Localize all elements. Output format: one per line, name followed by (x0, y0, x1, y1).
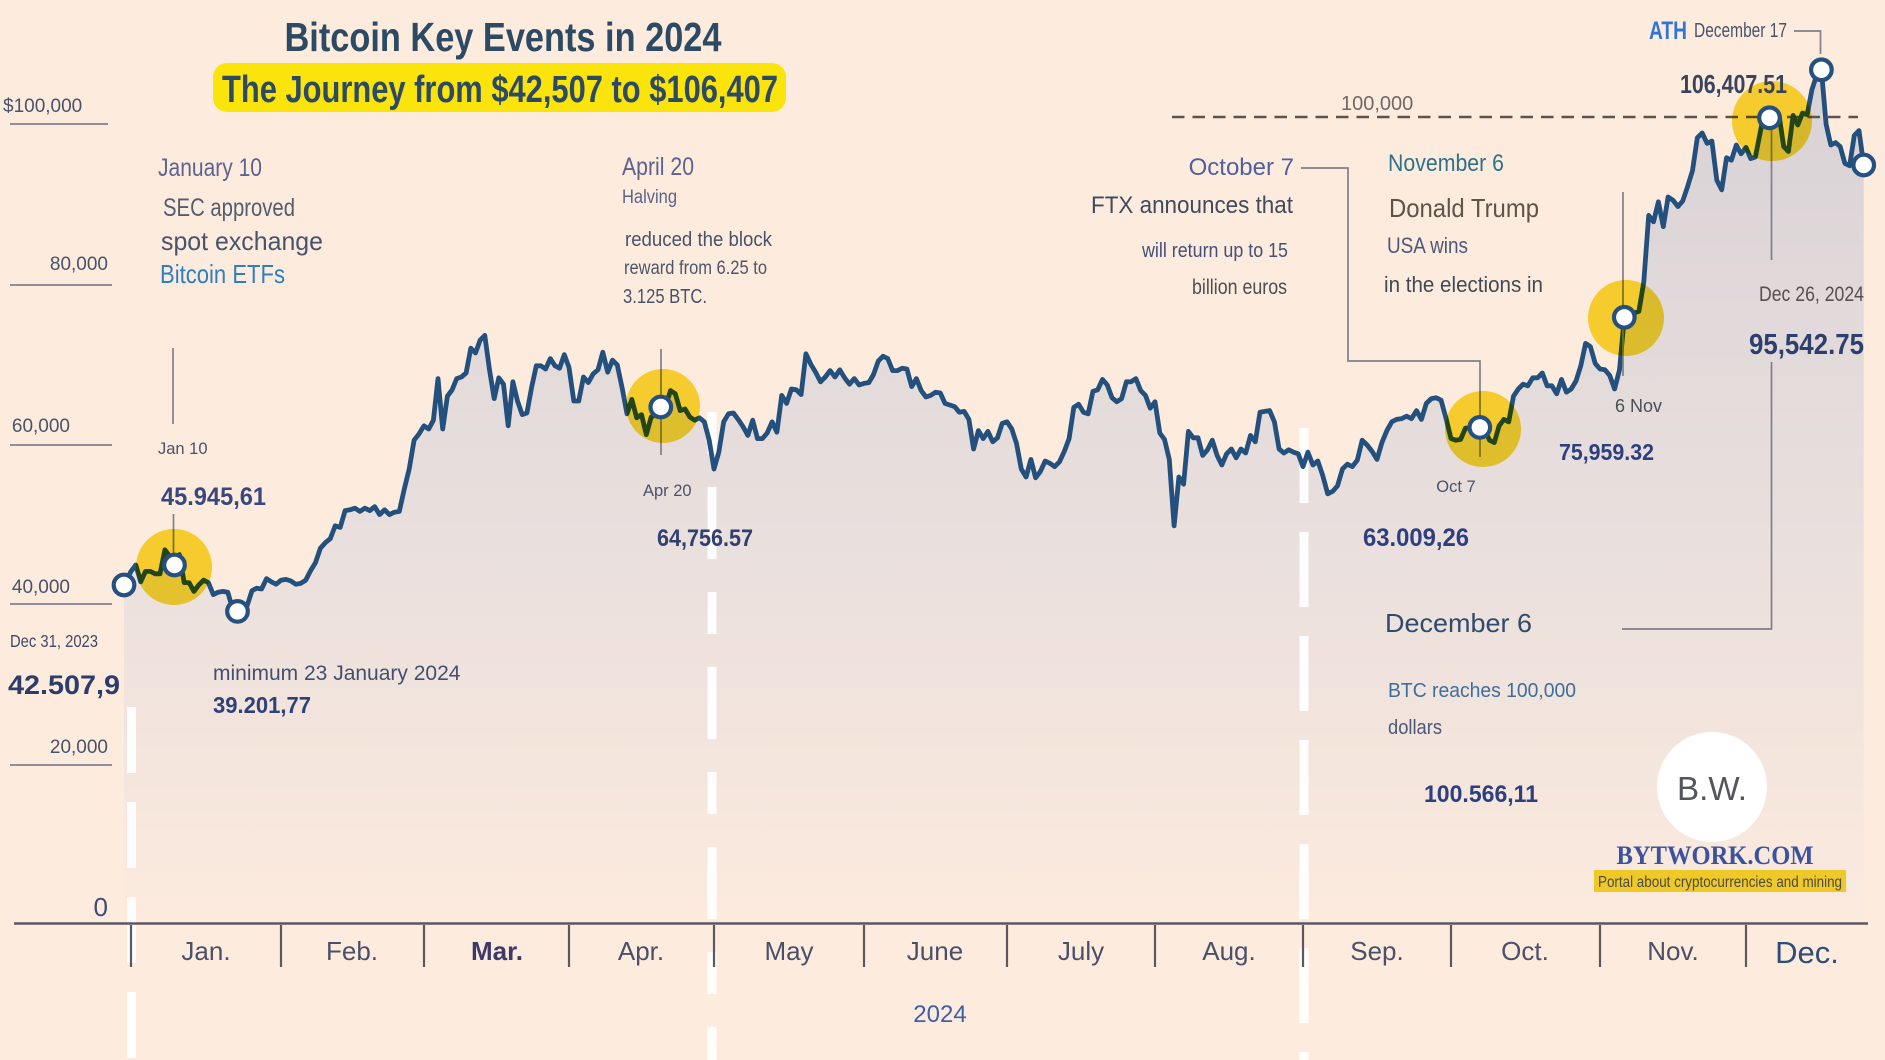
svg-text:Nov.: Nov. (1647, 936, 1699, 966)
svg-text:Dec.: Dec. (1775, 935, 1839, 970)
svg-text:November 6: November 6 (1388, 150, 1504, 177)
svg-text:BYTWORK.COM: BYTWORK.COM (1617, 841, 1814, 870)
svg-text:100,000: 100,000 (1341, 93, 1413, 115)
svg-text:100.566,11: 100.566,11 (1424, 781, 1538, 808)
svg-text:2024: 2024 (913, 1001, 966, 1028)
svg-text:Donald Trump: Donald Trump (1389, 193, 1539, 223)
svg-text:6 Nov: 6 Nov (1615, 396, 1662, 416)
svg-text:December 6: December 6 (1385, 608, 1532, 638)
svg-text:Dec 31, 2023: Dec 31, 2023 (10, 631, 98, 651)
svg-text:75,959.32: 75,959.32 (1559, 439, 1654, 465)
svg-text:0: 0 (94, 892, 108, 922)
svg-text:$100,000: $100,000 (3, 96, 82, 117)
svg-text:39.201,77: 39.201,77 (213, 692, 311, 718)
svg-text:June: June (907, 936, 963, 966)
svg-text:64,756.57: 64,756.57 (657, 525, 753, 552)
svg-text:Bitcoin ETFs: Bitcoin ETFs (160, 259, 285, 289)
svg-text:Bitcoin Key Events in 2024: Bitcoin Key Events in 2024 (285, 14, 722, 60)
svg-text:billion euros: billion euros (1192, 276, 1287, 299)
svg-text:Apr.: Apr. (618, 936, 664, 966)
svg-text:Feb.: Feb. (326, 936, 378, 966)
svg-text:20,000: 20,000 (50, 737, 108, 758)
svg-text:Jan 10: Jan 10 (158, 440, 208, 458)
svg-text:spot exchange: spot exchange (161, 226, 323, 256)
svg-text:April 20: April 20 (622, 153, 694, 181)
svg-text:May: May (764, 936, 813, 966)
svg-text:reduced the block: reduced the block (625, 229, 773, 251)
svg-text:42.507,9: 42.507,9 (8, 670, 120, 700)
svg-text:ATH: ATH (1649, 17, 1687, 45)
svg-text:reward from 6.25 to: reward from 6.25 to (624, 258, 767, 279)
svg-text:80,000: 80,000 (50, 254, 108, 275)
svg-text:October 7: October 7 (1189, 154, 1294, 181)
svg-text:USA wins: USA wins (1387, 233, 1468, 258)
svg-text:63.009,26: 63.009,26 (1363, 524, 1469, 552)
svg-text:106,407.51: 106,407.51 (1680, 69, 1787, 99)
svg-text:BTC reaches 100,000: BTC reaches 100,000 (1388, 680, 1576, 702)
svg-text:60,000: 60,000 (12, 416, 70, 437)
svg-text:will return up to 15: will return up to 15 (1141, 240, 1288, 262)
svg-text:Jan.: Jan. (181, 936, 230, 966)
svg-text:95,542.75: 95,542.75 (1749, 329, 1864, 361)
svg-text:Apr 20: Apr 20 (643, 482, 692, 500)
svg-text:45.945,61: 45.945,61 (161, 483, 266, 511)
svg-text:July: July (1058, 936, 1104, 966)
svg-text:The Journey from $42,507 to $1: The Journey from $42,507 to $106,407 (222, 69, 778, 111)
svg-text:Mar.: Mar. (471, 936, 523, 966)
svg-text:dollars: dollars (1388, 717, 1442, 739)
svg-text:Dec 26, 2024: Dec 26, 2024 (1759, 283, 1864, 306)
svg-text:minimum 23 January 2024: minimum 23 January 2024 (213, 662, 461, 685)
svg-text:Portal about cryptocurrencies: Portal about cryptocurrencies and mining (1598, 874, 1842, 891)
svg-text:FTX announces that: FTX announces that (1091, 192, 1293, 219)
svg-text:Oct.: Oct. (1501, 936, 1549, 966)
svg-text:SEC approved: SEC approved (163, 194, 295, 222)
svg-text:December 17: December 17 (1694, 20, 1787, 42)
svg-text:Halving: Halving (622, 187, 677, 208)
svg-text:Sep.: Sep. (1350, 936, 1404, 966)
svg-text:January 10: January 10 (158, 154, 262, 182)
svg-text:Aug.: Aug. (1202, 936, 1256, 966)
svg-text:3.125 BTC.: 3.125 BTC. (623, 286, 707, 308)
svg-text:B.W.: B.W. (1677, 770, 1747, 807)
svg-text:Oct 7: Oct 7 (1436, 478, 1475, 496)
svg-text:40,000: 40,000 (12, 577, 70, 598)
svg-text:in the elections in: in the elections in (1384, 272, 1543, 297)
